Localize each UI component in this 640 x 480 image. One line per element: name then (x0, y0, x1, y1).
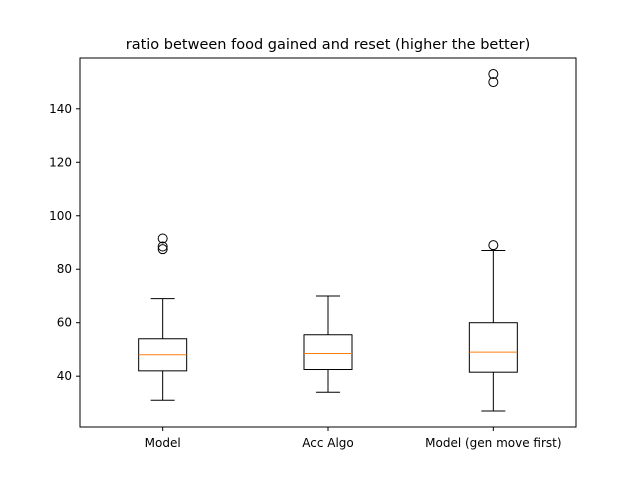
y-tick-label: 40 (57, 369, 72, 383)
box-group (138, 233, 188, 401)
x-tick-label: Model (gen move first) (425, 436, 561, 450)
plot-area (138, 69, 518, 412)
y-tick-label: 140 (49, 102, 72, 116)
box-group (468, 69, 518, 412)
y-tick-label: 100 (49, 209, 72, 223)
y-tick-label: 120 (49, 155, 72, 169)
iqr-box (468, 322, 518, 373)
outlier-point (157, 244, 168, 255)
outlier-point (488, 77, 499, 88)
axes: 40 60 80 100 120 140 Model Acc Algo Model (gen m… (49, 57, 577, 450)
x-tick-label: Model (145, 436, 181, 450)
outlier-point (488, 240, 499, 251)
chart-title: ratio between food gained and reset (hig… (126, 37, 530, 53)
outlier-point (157, 241, 168, 252)
y-tick-label: 80 (57, 262, 72, 276)
box-group (303, 295, 353, 393)
x-tick-label: Acc Algo (302, 436, 354, 450)
iqr-box (303, 334, 353, 371)
outlier-point (157, 233, 168, 244)
outlier-point (488, 69, 499, 80)
y-tick-label: 60 (57, 316, 72, 330)
